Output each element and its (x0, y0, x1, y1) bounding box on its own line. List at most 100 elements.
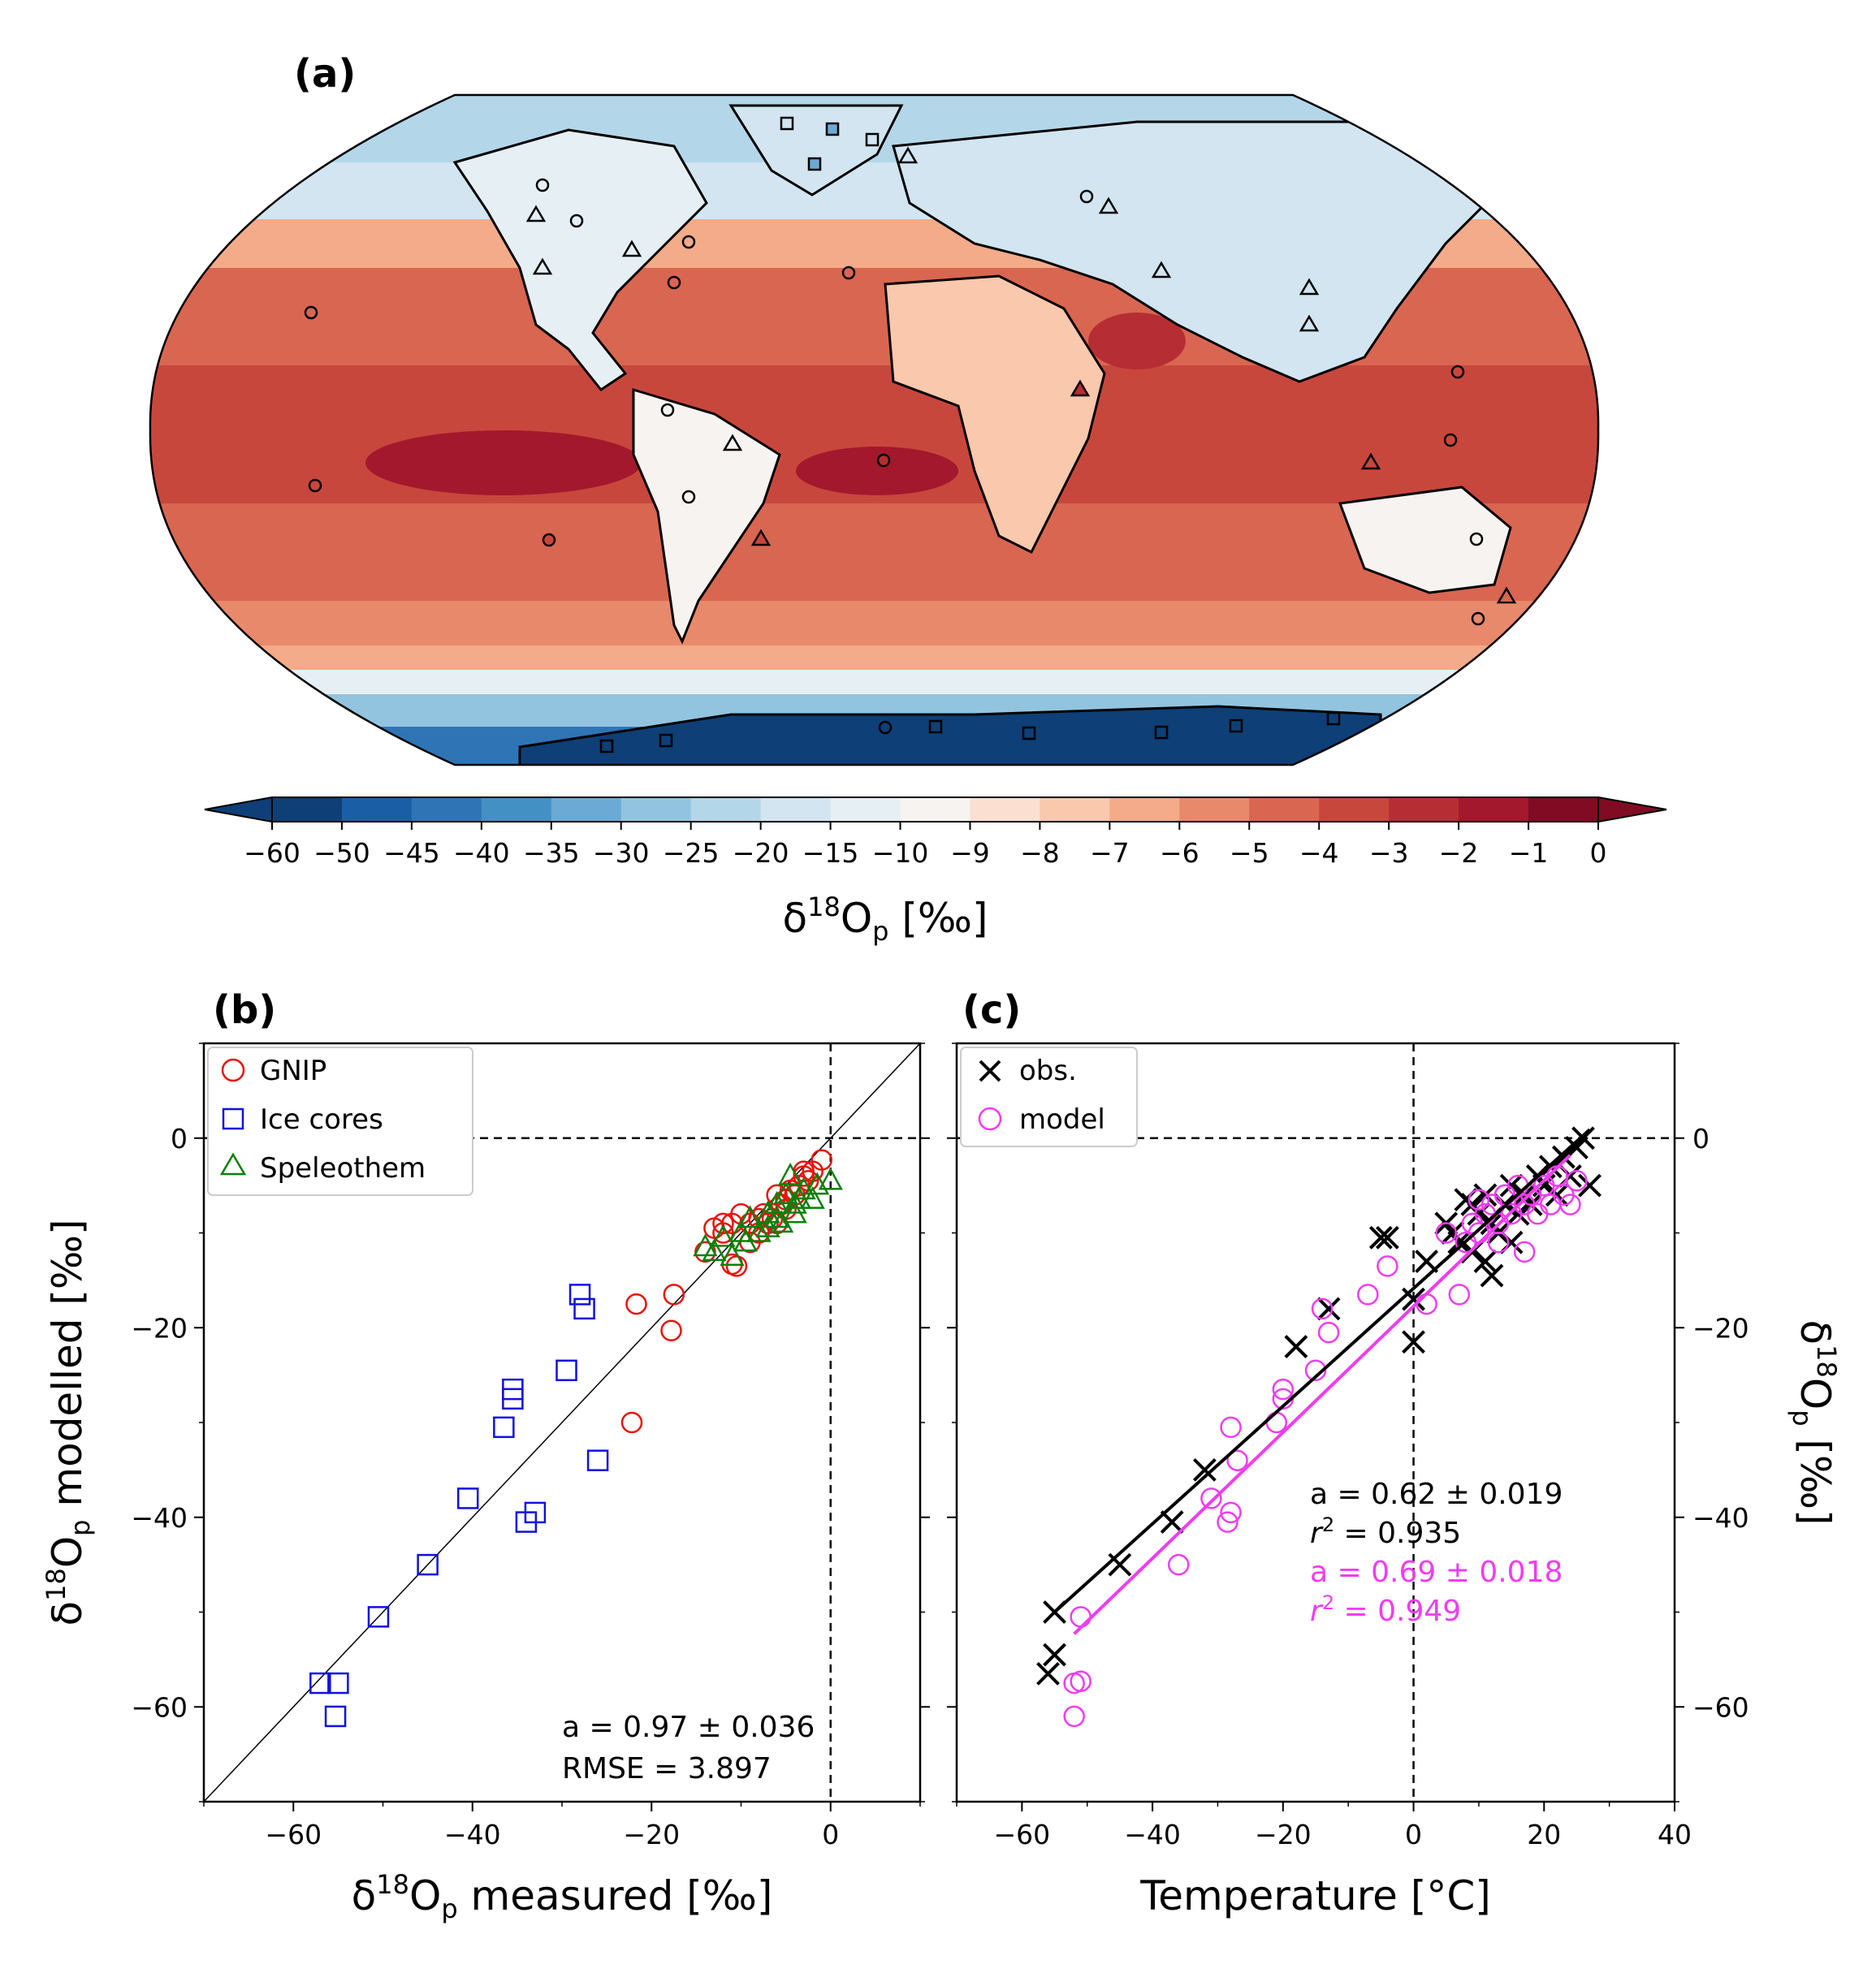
south-america (632, 387, 781, 645)
c-ylabel-rest: [‰] (1792, 1426, 1839, 1525)
colorbar-extend-low (204, 796, 273, 823)
panel-c-xlabel: Temperature [°C] (1139, 1872, 1491, 1919)
station-triangle (1360, 452, 1381, 470)
model-point (1377, 1255, 1398, 1277)
colorbar-tick-label: −35 (523, 837, 580, 869)
r-symbol: r (1310, 1595, 1324, 1628)
model-point (1063, 1672, 1085, 1695)
colorbar: −60 −50 −45 −40 −35 −30 −25 −20 −15 −10 −9 −8 −7 −6 −5… (204, 796, 1667, 869)
obs-point (1447, 1230, 1472, 1254)
station-square (1326, 711, 1341, 726)
triangle-point (800, 1186, 825, 1209)
panel-c-ylabel: δ18Op [‰] (1787, 1320, 1842, 1526)
square-point (502, 1388, 524, 1410)
station-triangle (722, 434, 743, 451)
colorbar-tick-label: −9 (950, 837, 990, 869)
station-square (1229, 719, 1243, 733)
colorbar-swatch (341, 797, 413, 822)
colorbar-tick-label: −6 (1160, 837, 1200, 869)
panel-c-legend: obs. model (960, 1047, 1138, 1147)
colorbar-swatch (1459, 797, 1529, 822)
colorbar-tick-label: −5 (1230, 837, 1269, 869)
x-tick-label: 0 (822, 1819, 839, 1850)
model-point (1070, 1670, 1091, 1692)
x-tick-label: 40 (1658, 1819, 1692, 1850)
station-triangle (525, 205, 547, 222)
panel-a-label: (a) (294, 51, 356, 97)
colorbar-tick-label: −4 (1299, 837, 1339, 869)
obs-point (1551, 1145, 1576, 1169)
circle-point (725, 1255, 748, 1277)
station-circle (308, 478, 322, 493)
panel-c-model-slope: a = 0.69 ± 0.018 (1310, 1556, 1563, 1589)
model-point (1265, 1411, 1288, 1434)
square-point (573, 1297, 595, 1320)
obs-point (1375, 1225, 1399, 1250)
colorbar-swatch (900, 797, 970, 822)
station-triangle (1098, 196, 1119, 214)
fit-line (1073, 1154, 1571, 1635)
square-point (417, 1553, 439, 1576)
square-point (515, 1511, 538, 1533)
colorbar-tick-label: −45 (383, 837, 440, 869)
station-circle (660, 403, 675, 417)
x-tick-label: −40 (1124, 1819, 1181, 1850)
r-sup: 2 (1322, 1591, 1334, 1614)
colorbar-swatch (1319, 797, 1390, 822)
triangle-point (702, 1238, 727, 1262)
colorbar-label-delta: δ (783, 895, 808, 942)
station-triangle (621, 240, 642, 257)
obs-point (1284, 1335, 1308, 1359)
square-point (456, 1487, 479, 1509)
obs-point (1473, 1183, 1498, 1207)
colorbar-swatch (620, 797, 692, 822)
station-triangle (532, 257, 553, 275)
model-point (1487, 1231, 1510, 1254)
triangle-point (711, 1224, 736, 1247)
colorbar-label-unit: [‰] (888, 895, 988, 942)
x-tick-label: −20 (623, 1819, 680, 1850)
y-tick-label: 0 (1692, 1123, 1710, 1155)
colorbar-label-sup: 18 (807, 892, 841, 922)
legend-gnip: GNIP (260, 1055, 326, 1087)
panel-c-label: (c) (962, 987, 1021, 1033)
legend-model: model (1019, 1103, 1105, 1136)
one-to-one-line (204, 1043, 920, 1802)
station-circle (681, 490, 696, 504)
model-point (1063, 1705, 1085, 1728)
station-circle (667, 275, 681, 290)
colorbar-label-o: O (841, 895, 872, 942)
triangle-point (782, 1200, 807, 1224)
square-point (309, 1672, 331, 1695)
colorbar-tick-label: −8 (1020, 837, 1060, 869)
station-triangle (1496, 586, 1517, 604)
band-south-high (149, 645, 1599, 670)
colorbar-tick-label: 0 (1590, 837, 1607, 869)
station-circle (1469, 532, 1484, 546)
model-point (1566, 1170, 1588, 1192)
y-tick-label: −60 (1692, 1691, 1749, 1723)
colorbar-tick-label: −7 (1090, 837, 1130, 869)
obs-point (1473, 1250, 1498, 1273)
station-circle (569, 214, 584, 228)
station-square (928, 719, 943, 734)
c-ylabel-o: O (1792, 1378, 1839, 1410)
square-point (568, 1284, 591, 1306)
colorbar-swatch (1389, 797, 1459, 822)
station-circle (876, 453, 891, 468)
triangle-point (746, 1219, 772, 1242)
panel-c-obs-r2: r2 = 0.935 (1310, 1513, 1461, 1550)
colorbar-tick-label: −15 (802, 837, 859, 869)
model-point (1448, 1284, 1471, 1306)
triangle-point (778, 1162, 803, 1185)
panel-b-rmse-annotation: RMSE = 3.897 (562, 1752, 772, 1785)
model-point (1226, 1449, 1248, 1471)
legend-circle-icon (221, 1058, 245, 1082)
x-tick-label: 20 (1527, 1819, 1561, 1850)
colorbar-tick-label: −60 (244, 837, 300, 869)
model-point (1540, 1194, 1562, 1215)
model-point (1070, 1606, 1091, 1628)
station-circle (1471, 611, 1485, 626)
r-symbol: r (1310, 1517, 1324, 1550)
